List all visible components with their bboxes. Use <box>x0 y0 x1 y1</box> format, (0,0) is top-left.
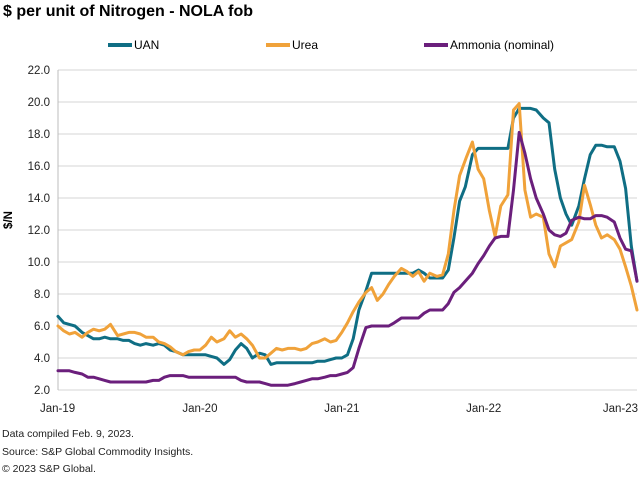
legend-swatch-ammonia <box>424 43 448 47</box>
y-tick-label: 18.0 <box>28 129 50 141</box>
legend: UAN Urea Ammonia (nominal) <box>0 38 640 54</box>
y-tick-label: 14.0 <box>28 193 50 205</box>
x-tick-label: Jan-21 <box>324 403 359 415</box>
legend-label-ammonia: Ammonia (nominal) <box>450 38 555 52</box>
y-axis-label: $/N <box>3 211 15 229</box>
series-line-ammonia-nominal <box>56 130 639 387</box>
legend-item-urea: Urea <box>266 38 318 52</box>
x-tick-label: Jan-19 <box>40 403 75 415</box>
y-tick-label: 2.0 <box>34 385 50 397</box>
series-line-uan <box>56 106 639 366</box>
y-tick-label: 20.0 <box>28 97 50 109</box>
footer-source: Source: S&P Global Commodity Insights. <box>2 446 194 458</box>
legend-swatch-urea <box>266 43 290 47</box>
x-tick-label: Jan-20 <box>182 403 217 415</box>
legend-swatch-uan <box>108 43 132 47</box>
y-tick-label: 10.0 <box>28 257 50 269</box>
legend-item-ammonia: Ammonia (nominal) <box>424 38 554 52</box>
series-line-urea <box>56 102 639 360</box>
y-tick-label: 12.0 <box>28 225 50 237</box>
x-tick-label: Jan-23 <box>603 403 638 415</box>
legend-label-uan: UAN <box>134 38 160 52</box>
y-tick-label: 8.0 <box>34 289 50 301</box>
line-chart: 2.0 4.0 6.0 8.0 10.0 12.0 14.0 16.0 18.0 20.0 22.0… <box>3 65 639 415</box>
y-tick-label: 4.0 <box>34 353 50 365</box>
y-tick-label: 16.0 <box>28 161 50 173</box>
footer-note: Data compiled Feb. 9, 2023. <box>2 428 134 440</box>
legend-label-urea: Urea <box>292 38 319 52</box>
y-tick-label: 6.0 <box>34 321 50 333</box>
chart-title: $ per unit of Nitrogen - NOLA fob <box>3 3 254 20</box>
legend-item-uan: UAN <box>108 38 159 52</box>
footer-copyright: © 2023 S&P Global. <box>2 463 96 475</box>
x-tick-label: Jan-22 <box>466 403 501 415</box>
y-tick-label: 22.0 <box>28 65 50 77</box>
